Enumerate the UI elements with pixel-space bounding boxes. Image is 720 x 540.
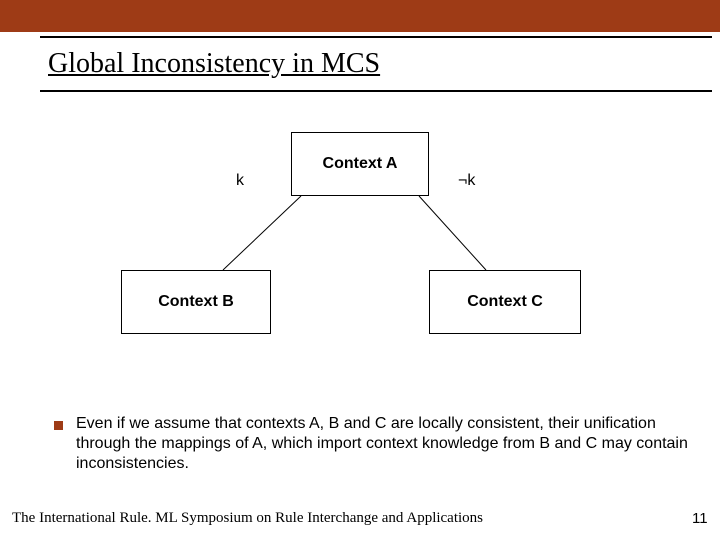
node-context-c: Context C — [429, 270, 581, 334]
bullet-text: Even if we assume that contexts A, B and… — [76, 414, 696, 474]
edge-label-notk: ¬k — [458, 172, 475, 190]
node-c-label: Context C — [467, 293, 543, 311]
slide: Global Inconsistency in MCS Context A Co… — [0, 0, 720, 540]
node-context-a: Context A — [291, 132, 429, 196]
node-a-label: Context A — [323, 155, 398, 173]
bullet-marker-icon — [54, 421, 63, 430]
title-rule-top — [40, 36, 712, 38]
edge-a-b — [223, 196, 301, 270]
top-accent-bar — [0, 0, 720, 32]
footer-text: The International Rule. ML Symposium on … — [12, 510, 483, 527]
title-rule-bottom — [40, 90, 712, 92]
node-context-b: Context B — [121, 270, 271, 334]
slide-title: Global Inconsistency in MCS — [48, 48, 380, 80]
page-number: 11 — [692, 510, 708, 527]
edge-label-k: k — [236, 172, 244, 190]
node-b-label: Context B — [158, 293, 234, 311]
edge-a-c — [419, 196, 486, 270]
